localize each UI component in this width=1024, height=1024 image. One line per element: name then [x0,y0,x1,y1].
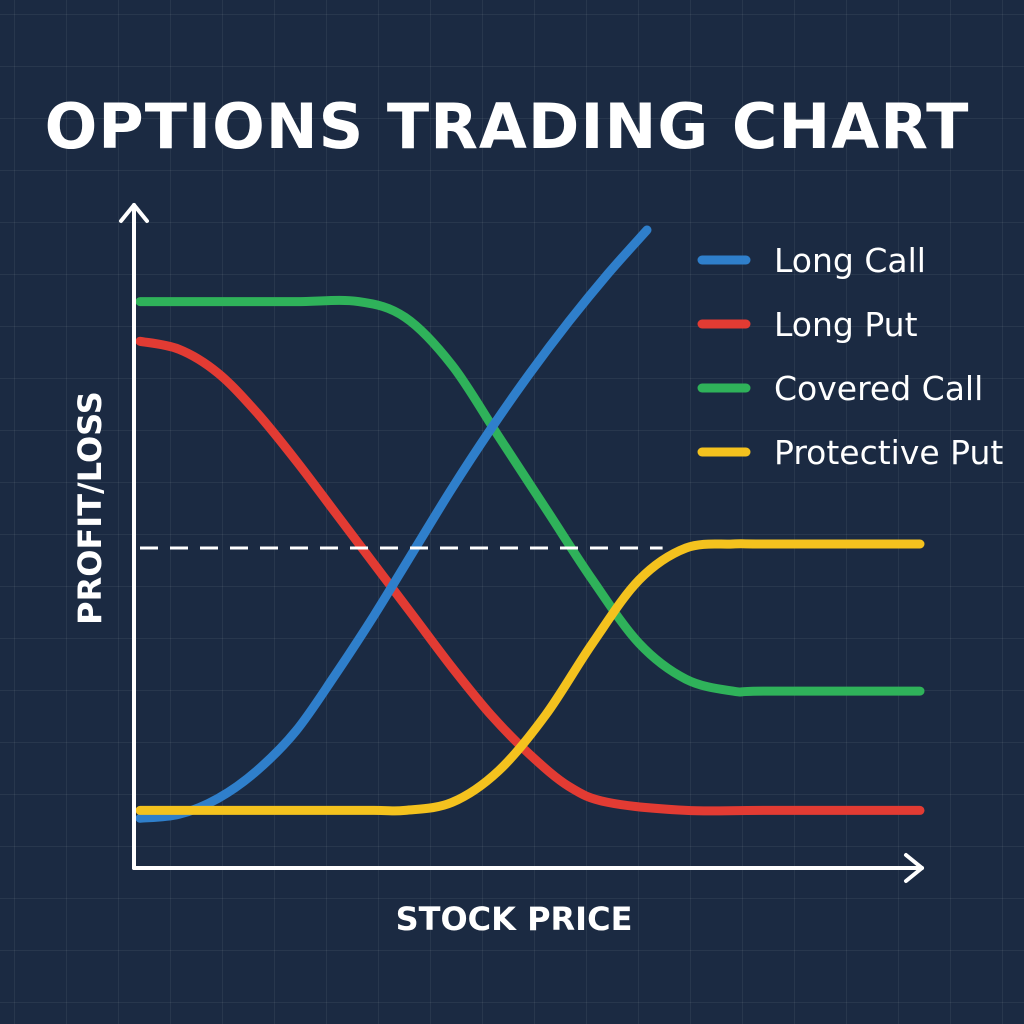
legend-label-covered-call: Covered Call [774,369,983,408]
chart-title: OPTIONS TRADING CHART [45,90,970,163]
legend: Long Call Long Put Covered Call Protective … [697,241,1003,472]
y-axis-label: PROFIT/LOSS [71,391,109,625]
series-line-long-put [135,336,925,816]
series-line-covered-call [135,295,925,697]
y-axis-arrow-icon [119,203,149,223]
x-axis-arrow-icon [904,853,924,883]
x-axis-label: STOCK PRICE [396,900,633,938]
series-line-protective-put [135,539,925,816]
series-line-long-call [135,225,652,823]
legend-label-long-put: Long Put [774,305,918,344]
legend-label-protective-put: Protective Put [774,433,1003,472]
series-layer [135,225,925,823]
legend-label-long-call: Long Call [774,241,926,280]
